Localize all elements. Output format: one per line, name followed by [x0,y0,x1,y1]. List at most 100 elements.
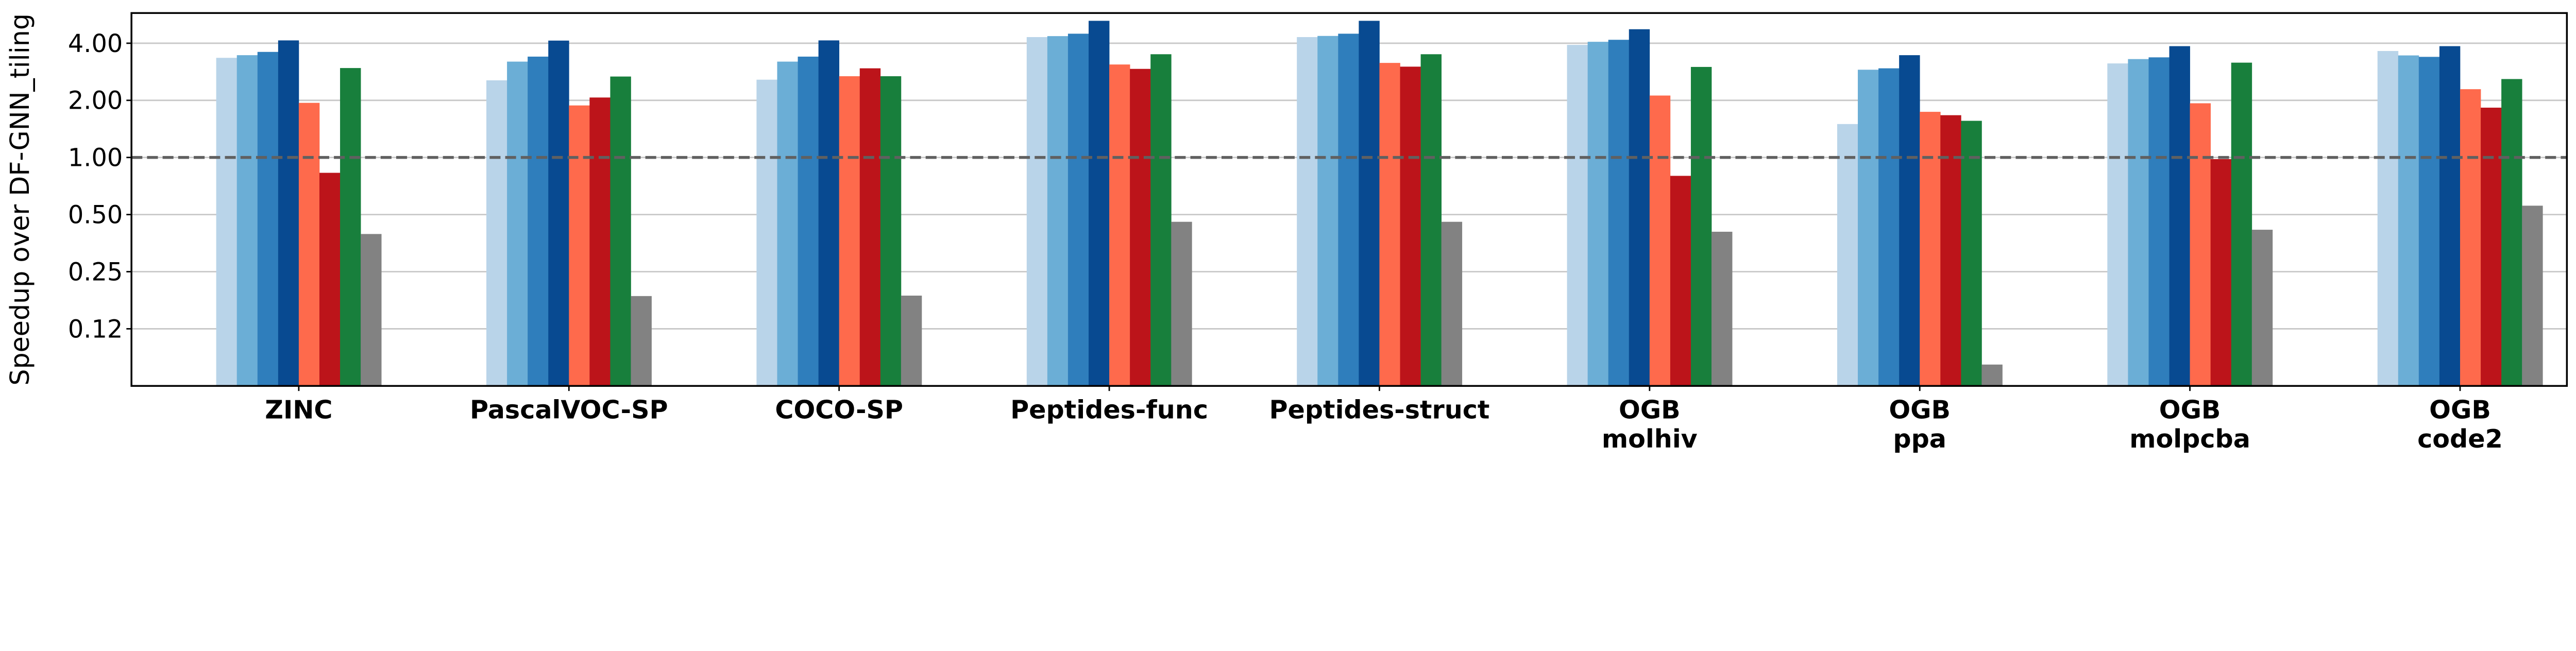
bar [1379,63,1400,386]
bars [216,21,2543,386]
x-tick-label: OGB [1889,395,1951,425]
bar [631,296,652,386]
x-tick-label: Peptides-func [1010,395,1208,425]
x-tick-label: ZINC [265,395,332,425]
bar [1649,95,1671,386]
x-tick-label: PascalVOC-SP [470,395,668,425]
bar [839,76,860,386]
x-tick-label: COCO-SP [775,395,903,425]
bar [2460,89,2481,386]
bar [1837,124,1858,386]
bar [756,79,777,386]
x-tick-label: molpcba [2129,424,2250,454]
y-tick-label: 0.50 [68,201,123,229]
x-tick-label: OGB [2429,395,2491,425]
y-axis-ticks: 0.12 0.25 0.50 1.00 2.00 4.00 [68,30,132,344]
x-tick-label: code2 [2417,424,2503,454]
bar-group [1026,21,1192,386]
bar [361,234,382,386]
bar [2190,103,2211,386]
bar [340,68,361,386]
bar-group [1297,21,1463,386]
bar [1690,66,1712,386]
bar [257,52,279,386]
bar [798,56,819,386]
x-tick-label: OGB [1619,395,1681,425]
x-tick-label: molhiv [1602,424,1698,454]
bar [1608,40,1630,386]
bar [2398,55,2419,386]
bar [1359,21,1380,386]
bar [901,295,922,386]
bar [1047,36,1069,386]
bar [278,40,299,386]
bar [1400,66,1421,386]
bar [2107,63,2128,386]
y-tick-label: 2.00 [68,87,123,115]
bar [1981,364,2003,386]
bar-group [756,40,922,386]
bar [610,76,631,386]
bar [2481,108,2502,386]
bar [236,55,258,386]
bar [2210,159,2232,386]
y-tick-label: 0.25 [68,258,123,286]
bar [2169,46,2190,386]
y-tick-label: 0.12 [68,315,123,344]
bar [548,40,569,386]
bar [2251,230,2273,386]
bar [486,80,507,386]
bar [1961,121,1982,386]
bar [216,58,238,386]
y-tick-label: 1.00 [68,144,123,173]
bar [1441,221,1463,386]
bar [1297,37,1318,386]
bar-group [216,40,382,386]
bar-group [2107,46,2273,386]
bar [1067,33,1089,386]
bar [589,97,611,386]
bar [2522,205,2543,386]
bar [1899,55,1920,386]
bar [569,105,590,386]
x-tick-label: Peptides-struct [1269,395,1489,425]
x-tick-label: ppa [1893,424,1946,454]
bar [880,76,902,386]
y-axis-label: Speedup over DF-GNN_tiling [5,13,35,386]
bar-group [1837,55,2003,386]
bar [1670,176,1691,386]
bar [1587,42,1609,386]
plot-frame [130,12,2568,387]
bar [1026,37,1048,386]
bar [1711,231,1733,386]
bar [2148,57,2170,386]
bar [2501,79,2522,386]
bar [1317,36,1338,386]
bar [1338,33,1359,386]
bar [2377,51,2399,386]
bar-group [2377,46,2543,386]
bar [1130,68,1151,386]
bar [2128,59,2149,386]
bar [859,68,881,386]
bar [1420,54,1442,386]
bar [1629,29,1650,386]
bar [528,56,549,386]
y-tick-label: 4.00 [68,30,123,58]
bar [2231,62,2252,386]
bar [818,40,840,386]
bar [1171,221,1192,386]
bar [1858,70,1879,386]
bar-group [1567,29,1733,386]
bar [1940,115,1961,386]
bar [1920,112,1941,386]
bar [507,61,528,386]
x-axis-ticks: ZINC PascalVOC-SP COCO-SP Peptides-func Pept… [265,386,2503,454]
bar [1088,21,1110,386]
bar [1109,64,1130,386]
bar [777,61,798,386]
bar-group [486,40,652,386]
speedup-bar-chart: 0.12 0.25 0.50 1.00 2.00 4.00 ZINC PascalVOC-S… [5,12,2568,454]
bar [298,102,320,386]
bar [2418,57,2440,386]
